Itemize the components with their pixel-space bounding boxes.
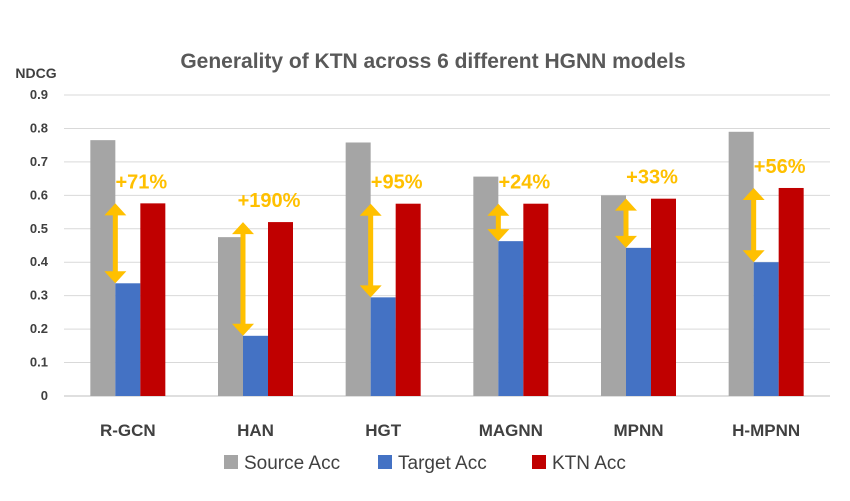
improvement-arrow-head-up: [615, 198, 637, 211]
bar-target-acc: [626, 247, 651, 396]
y-tick-label: 0.8: [30, 120, 48, 135]
improvement-label: +95%: [371, 172, 423, 194]
bar-target-acc: [753, 262, 779, 396]
x-category-label: R-GCN: [100, 421, 156, 440]
improvement-arrow-head-down: [232, 323, 254, 336]
y-tick-label: 0.3: [30, 288, 48, 303]
y-tick-label: 0: [41, 388, 48, 403]
bar-ktn-acc: [140, 203, 166, 396]
x-axis-categories: R-GCN HAN HGT MAGNN MPNN H-MPNN: [100, 421, 800, 440]
y-axis-ticks: 0 0.1 0.2 0.3 0.4 0.5 0.6 0.7 0.8 0.9: [30, 87, 49, 403]
improvement-label: +71%: [115, 171, 167, 193]
bars: [90, 131, 804, 397]
improvement-arrow-head-down: [104, 271, 127, 284]
y-tick-label: 0.2: [30, 321, 48, 336]
y-tick-label: 0.4: [30, 254, 49, 269]
bar-target-acc: [498, 241, 524, 396]
improvement-arrow-head-up: [104, 203, 127, 216]
improvement-arrows: [104, 187, 765, 336]
legend-swatch: [532, 455, 546, 469]
improvement-arrow-head-down: [359, 285, 382, 298]
x-category-label: HGT: [365, 421, 402, 440]
legend-swatch: [224, 455, 238, 469]
y-tick-label: 0.1: [30, 355, 48, 370]
bar-target-acc: [243, 335, 268, 396]
improvement-arrow-head-up: [742, 187, 765, 200]
improvement-label: +56%: [754, 156, 806, 178]
x-category-label: H-MPNN: [732, 421, 800, 440]
improvement-label: +24%: [498, 172, 550, 194]
improvement-arrow-head-up: [487, 203, 510, 216]
x-category-label: HAN: [237, 421, 274, 440]
legend: Source Acc Target Acc KTN Acc: [224, 453, 626, 474]
improvement-label: +190%: [238, 190, 301, 212]
legend-swatch: [378, 455, 392, 469]
improvement-arrow-head-down: [615, 235, 637, 248]
improvement-arrow-head-down: [742, 250, 765, 263]
bar-source-acc: [218, 237, 243, 396]
legend-label: KTN Acc: [552, 453, 626, 474]
legend-label: Target Acc: [398, 453, 487, 474]
improvement-label: +33%: [626, 167, 678, 189]
bar-ktn-acc: [778, 187, 804, 396]
bar-ktn-acc: [651, 198, 676, 396]
chart-title: Generality of KTN across 6 different HGN…: [180, 50, 685, 73]
bar-ktn-acc: [523, 203, 549, 396]
bar-target-acc: [115, 283, 141, 396]
improvement-arrow-head-up: [359, 203, 382, 216]
bar-ktn-acc: [395, 203, 421, 396]
y-tick-label: 0.5: [30, 221, 48, 236]
y-tick-label: 0.7: [30, 154, 48, 169]
bar-source-acc: [345, 142, 371, 396]
bar-source-acc: [728, 131, 754, 397]
x-category-label: MPNN: [613, 421, 663, 440]
y-tick-label: 0.9: [30, 87, 48, 102]
bar-source-acc: [601, 195, 626, 396]
y-axis-label: NDCG: [15, 65, 56, 81]
bar-ktn-acc: [268, 222, 293, 396]
bar-source-acc: [90, 140, 116, 396]
improvement-arrow-head-up: [232, 222, 254, 235]
x-category-label: MAGNN: [479, 421, 543, 440]
bar-target-acc: [370, 297, 396, 396]
y-tick-label: 0.6: [30, 187, 48, 202]
improvement-labels: +71% +190% +95% +24% +33% +56%: [115, 156, 805, 212]
improvement-arrow-head-down: [487, 229, 510, 242]
gridlines: [64, 94, 830, 397]
legend-label: Source Acc: [244, 453, 340, 474]
